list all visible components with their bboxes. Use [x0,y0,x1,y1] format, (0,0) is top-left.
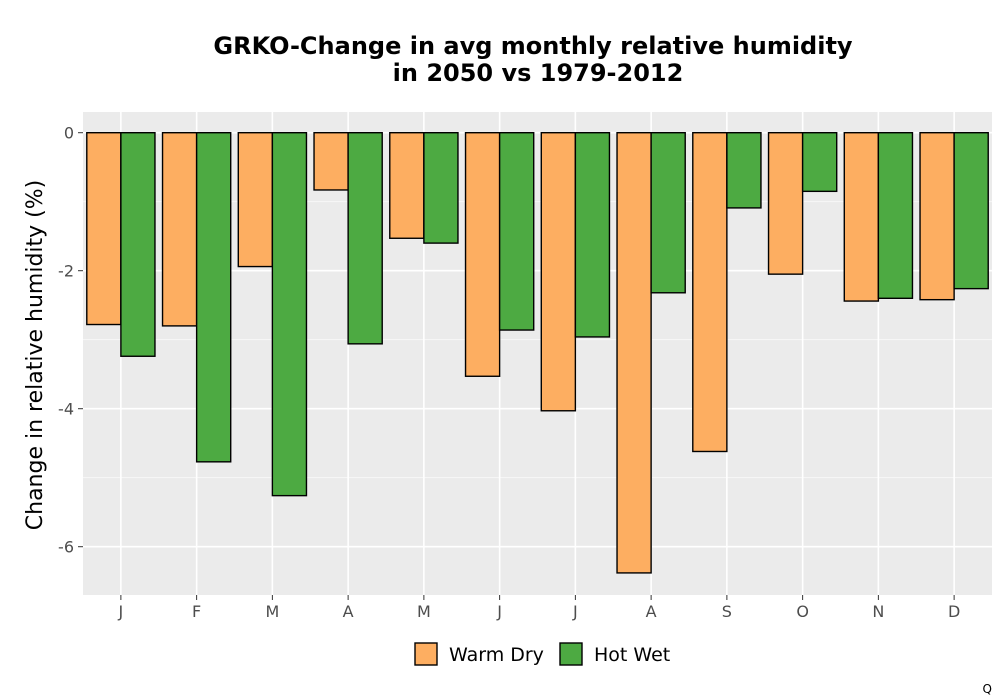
x-tick-label: F [192,602,201,621]
bar [313,131,349,191]
bar [120,131,156,357]
bar [574,131,611,338]
legend-swatch [414,642,438,666]
y-tick-label: -2 [58,262,74,281]
legend-swatch [559,642,583,666]
bar [237,131,274,268]
bar [347,131,383,345]
bar [464,131,501,377]
x-tick-label: N [872,602,884,621]
bar [616,131,652,574]
x-tick-label: M [265,602,279,621]
x-tick-label: D [948,602,960,621]
bar [650,131,686,294]
y-axis-ticks: 0 -2 -4 -6 [58,124,83,557]
y-axis-title: Change in relative humidity (%) [23,180,48,530]
bar [801,131,838,193]
bar [540,131,577,412]
plot-panel [83,112,992,595]
x-tick-label: A [646,602,657,621]
x-tick-label: A [343,602,354,621]
legend-label: Hot Wet [594,644,670,666]
bar [195,131,232,463]
bar [843,131,880,302]
x-tick-label: J [572,602,578,621]
bar [919,131,955,301]
bar [498,131,535,331]
x-tick-label: J [496,602,502,621]
bar [877,131,914,300]
bar [86,131,122,326]
y-tick-label: -4 [58,400,74,419]
y-tick-label: -6 [58,538,74,557]
bar [692,131,728,453]
bar [953,131,989,290]
x-tick-label: S [722,602,732,621]
bar [161,131,198,327]
x-tick-label: O [796,602,809,621]
chart-title-line-2: in 2050 vs 1979-2012 [393,59,684,87]
bar [767,131,804,275]
bars [86,131,989,574]
legend-label: Warm Dry [449,644,544,666]
bar [726,131,762,209]
bar [423,131,459,244]
grid-minor [83,201,992,479]
x-tick-label: M [417,602,431,621]
legend: Warm Dry Hot Wet [414,642,670,666]
y-tick-label: 0 [64,124,74,143]
bar [271,131,308,497]
x-tick-label: J [118,602,124,621]
chart-title-line-1: GRKO-Change in avg monthly relative humi… [213,32,853,60]
corner-mark: Q [982,682,992,696]
bar [389,131,425,239]
